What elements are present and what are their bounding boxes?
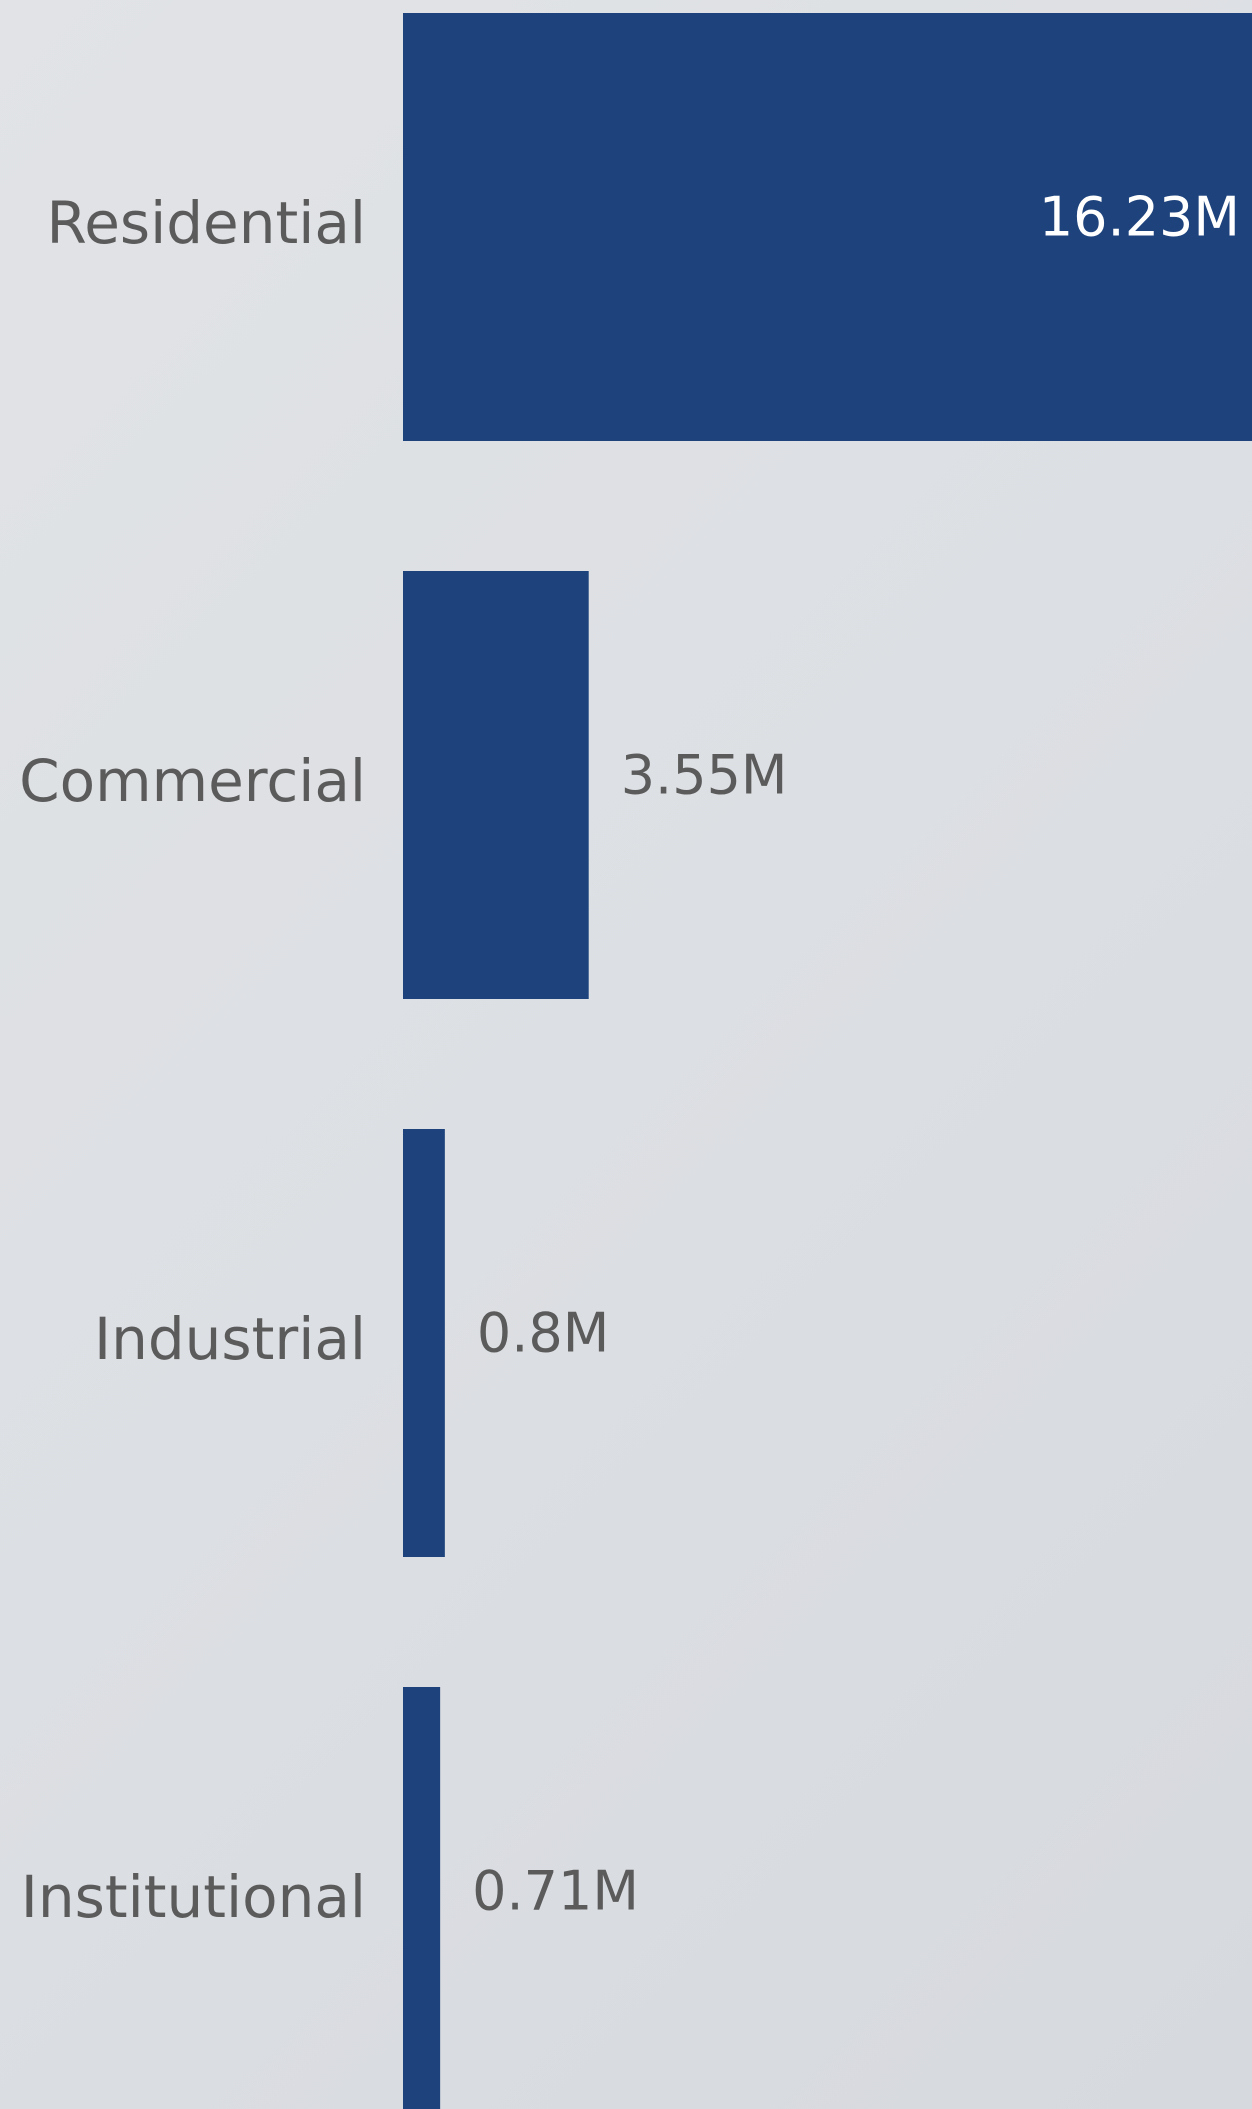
value-label-residential: 16.23M	[1039, 186, 1240, 249]
bar-residential	[403, 13, 1252, 441]
category-label-residential: Residential	[47, 189, 366, 257]
bars-layer	[403, 13, 1252, 2109]
bar-institutional	[403, 1687, 441, 2109]
category-label-commercial: Commercial	[19, 747, 366, 815]
labels-layer: Residential 16.23M Commercial 3.55M Industri…	[19, 186, 1240, 1931]
bar-industrial	[403, 1129, 445, 1557]
value-label-industrial: 0.8M	[477, 1302, 609, 1365]
value-label-commercial: 3.55M	[621, 744, 788, 807]
value-label-institutional: 0.71M	[472, 1860, 639, 1923]
category-label-industrial: Industrial	[94, 1305, 366, 1373]
bar-commercial	[403, 571, 589, 999]
category-label-institutional: Institutional	[21, 1863, 366, 1931]
